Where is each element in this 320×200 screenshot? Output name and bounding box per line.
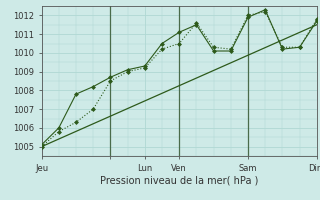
X-axis label: Pression niveau de la mer( hPa ): Pression niveau de la mer( hPa ) — [100, 175, 258, 185]
